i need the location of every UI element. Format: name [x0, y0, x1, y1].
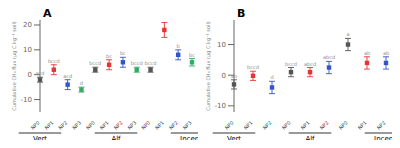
svg-text:NP1: NP1 — [242, 119, 253, 130]
svg-text:d: d — [80, 80, 83, 86]
svg-text:bccd: bccd — [48, 58, 60, 64]
svg-text:20: 20 — [23, 21, 32, 29]
svg-text:NP3: NP3 — [126, 119, 137, 130]
svg-text:acd: acd — [36, 70, 45, 76]
svg-text:Alf: Alf — [305, 135, 315, 140]
svg-text:Cumulative CH₄ flux (μg C kg⁻¹: Cumulative CH₄ flux (μg C kg⁻¹ soil) — [205, 21, 212, 111]
svg-text:10: 10 — [23, 46, 32, 54]
svg-text:NP0: NP0 — [337, 119, 348, 130]
svg-text:NP1: NP1 — [356, 119, 367, 130]
svg-text:a: a — [346, 31, 349, 37]
svg-text:b: b — [177, 43, 180, 49]
svg-text:abcd: abcd — [304, 61, 316, 67]
html-text:B: B — [237, 7, 246, 20]
svg-text:Vert: Vert — [227, 135, 241, 140]
svg-text:bccd: bccd — [247, 64, 259, 70]
svg-text:ab: ab — [364, 50, 370, 56]
svg-text:NP1: NP1 — [299, 119, 310, 130]
svg-text:NP2: NP2 — [168, 119, 179, 130]
svg-text:NP0: NP0 — [140, 119, 151, 130]
svg-text:NP1: NP1 — [43, 119, 54, 130]
svg-text:0: 0 — [222, 72, 226, 80]
svg-text:ab: ab — [383, 50, 389, 56]
svg-text:bccd: bccd — [285, 61, 297, 67]
svg-text:NP0: NP0 — [280, 119, 291, 130]
svg-text:Incepti: Incepti — [374, 135, 392, 140]
svg-text:Vert: Vert — [33, 135, 47, 140]
svg-text:-10: -10 — [21, 96, 32, 104]
svg-text:NP0: NP0 — [223, 119, 234, 130]
html-text:A: A — [43, 7, 52, 20]
svg-text:bc: bc — [120, 50, 126, 56]
svg-text:NP1: NP1 — [99, 119, 110, 130]
svg-text:bccd: bccd — [89, 60, 101, 66]
svg-text:bc: bc — [189, 52, 195, 58]
svg-text:NP2: NP2 — [261, 119, 272, 130]
svg-text:-10: -10 — [215, 102, 226, 110]
svg-text:bc: bc — [106, 53, 112, 59]
svg-text:abcd: abcd — [323, 54, 335, 60]
svg-text:10: 10 — [217, 41, 226, 49]
svg-text:NP2: NP2 — [318, 119, 329, 130]
svg-text:acd: acd — [63, 73, 72, 79]
svg-text:NP0: NP0 — [85, 119, 96, 130]
svg-text:a: a — [163, 20, 166, 21]
svg-text:NP3: NP3 — [181, 119, 192, 130]
svg-text:NP3: NP3 — [71, 119, 82, 130]
svg-text:NP2: NP2 — [57, 119, 68, 130]
svg-text:bccd: bccd — [145, 60, 157, 66]
svg-text:Cumulative CH₄ flux (μg C kg⁻¹: Cumulative CH₄ flux (μg C kg⁻¹ soil) — [11, 21, 18, 111]
svg-text:NP1: NP1 — [154, 119, 165, 130]
svg-text:NP2: NP2 — [375, 119, 386, 130]
svg-text:0: 0 — [28, 71, 32, 79]
svg-text:d: d — [270, 74, 273, 80]
svg-text:ab: ab — [231, 73, 237, 79]
svg-text:bccd: bccd — [131, 60, 143, 66]
svg-text:Alf: Alf — [111, 135, 121, 140]
svg-text:NP2: NP2 — [112, 119, 123, 130]
svg-text:Incepti: Incepti — [180, 135, 198, 140]
svg-text:NP0: NP0 — [29, 119, 40, 130]
